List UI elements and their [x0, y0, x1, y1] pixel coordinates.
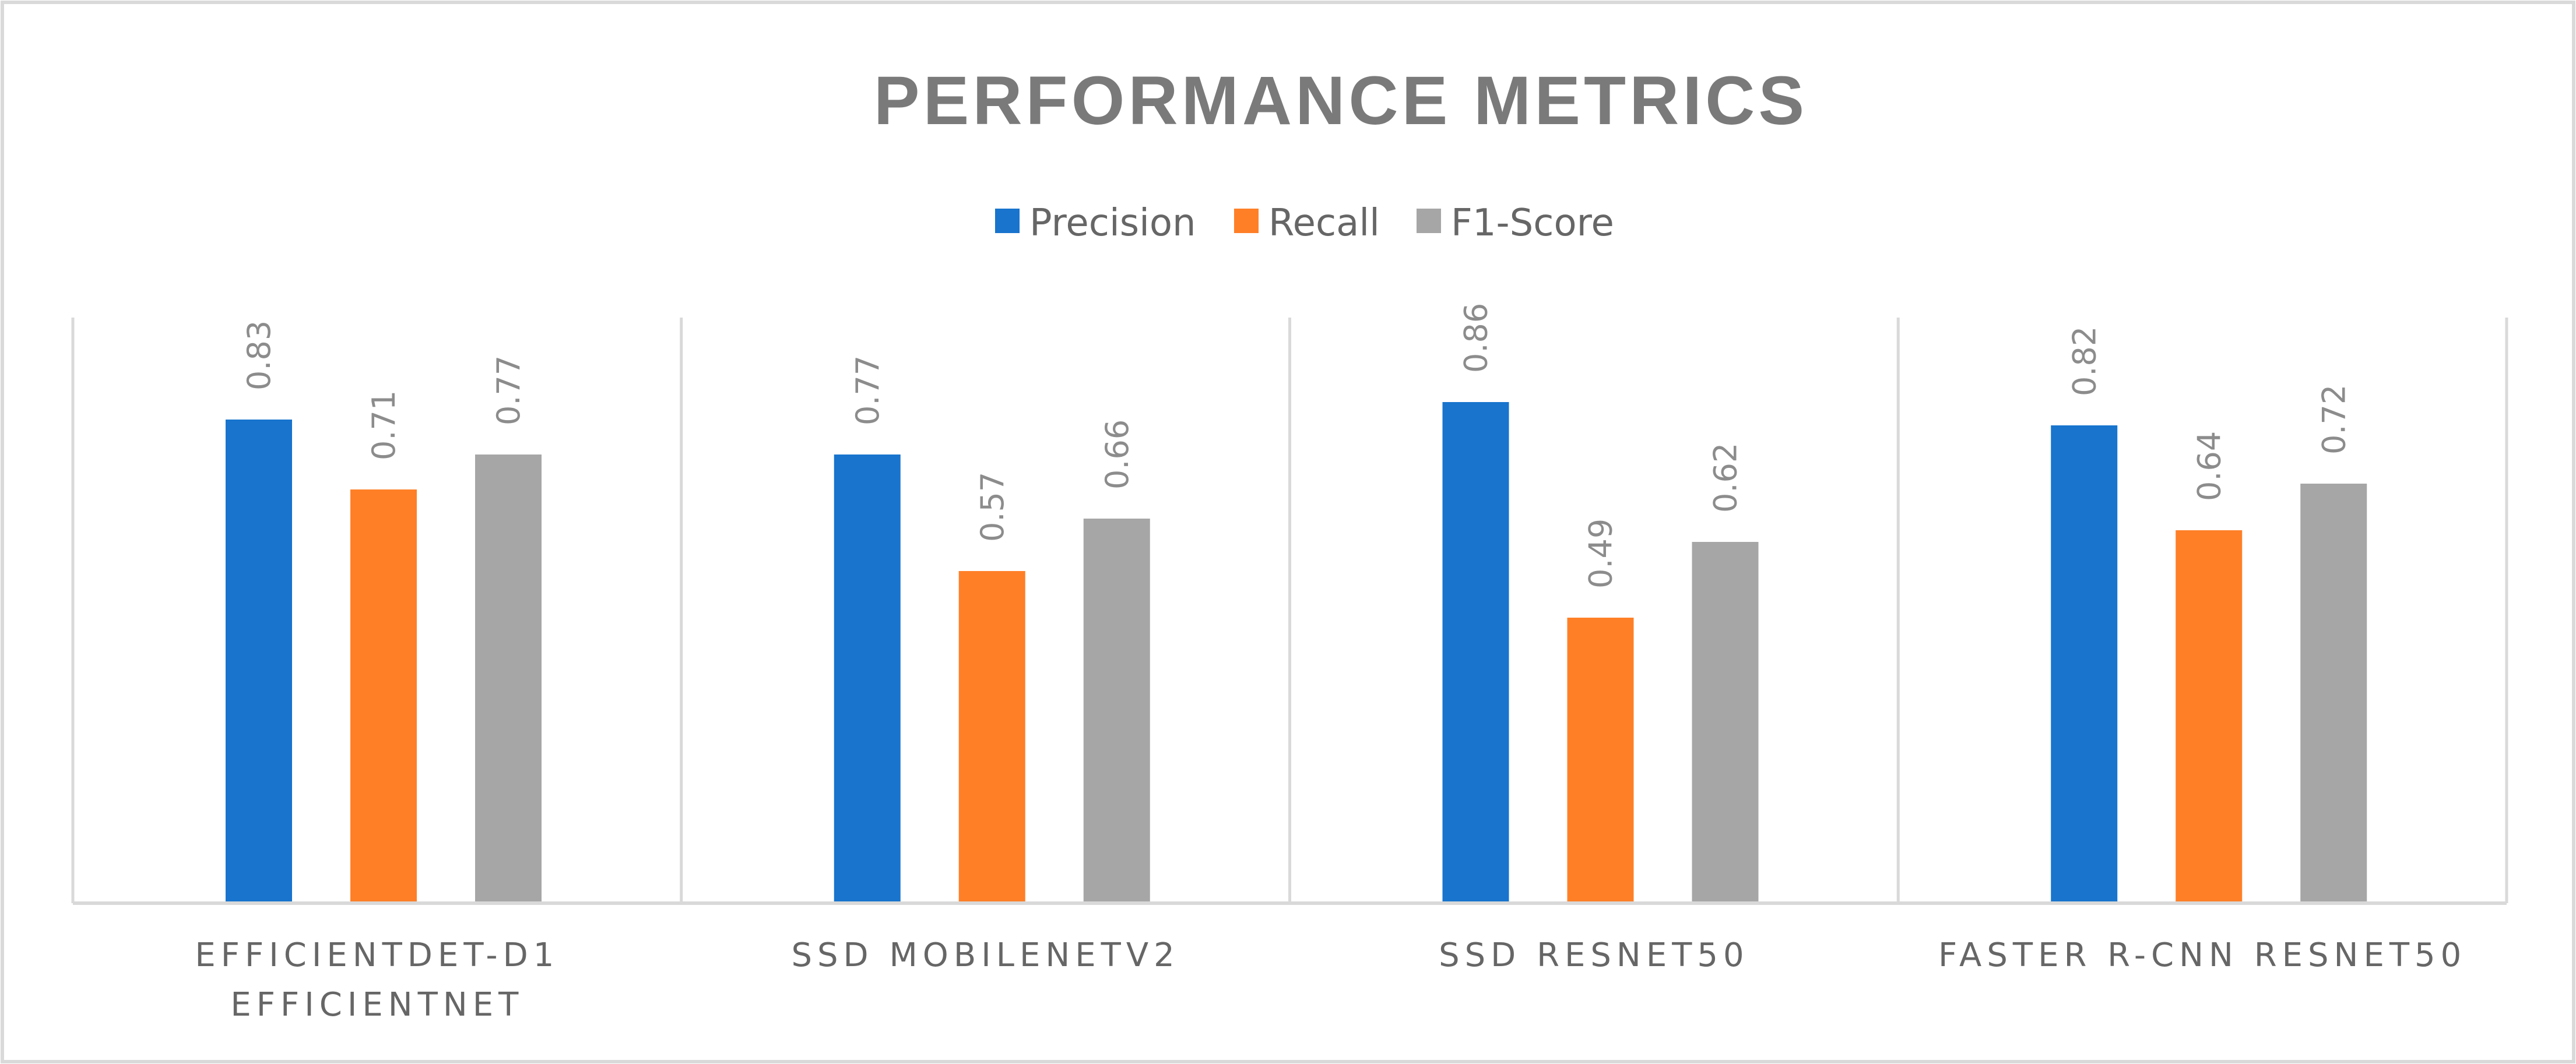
- category-label: EFFICIENTDET-D1: [195, 936, 559, 974]
- chart-title: PERFORMANCE METRICS: [874, 62, 1808, 139]
- bar-recall: [2176, 530, 2243, 903]
- bar-f1-score: [1083, 519, 1150, 903]
- bar-precision: [226, 420, 292, 903]
- bar-precision: [1442, 402, 1509, 903]
- data-label-recall: 0.64: [2191, 431, 2227, 501]
- bar-f1-score: [475, 455, 542, 903]
- data-label-f1-score: 0.72: [2315, 385, 2352, 455]
- bar-precision: [834, 455, 901, 903]
- category-label: EFFICIENTNET: [230, 986, 523, 1024]
- bar-f1-score: [2300, 484, 2367, 903]
- data-label-f1-score: 0.66: [1099, 420, 1136, 489]
- bar-f1-score: [1692, 542, 1759, 903]
- data-label-f1-score: 0.62: [1707, 443, 1744, 513]
- bars: [226, 402, 2367, 903]
- legend-swatch-f1-score: [1417, 209, 1441, 233]
- category-labels: EFFICIENTDET-D1 EFFICIENTNET SSD MOBILENET…: [195, 936, 2466, 1024]
- data-label-f1-score: 0.77: [490, 355, 527, 425]
- legend-label-precision: Precision: [1029, 202, 1196, 245]
- category-label: SSD RESNET50: [1439, 936, 1749, 974]
- data-label-precision: 0.82: [2066, 326, 2103, 396]
- data-label-precision: 0.77: [849, 355, 886, 425]
- bar-recall: [1567, 618, 1634, 903]
- data-label-precision: 0.83: [241, 320, 277, 390]
- data-labels: 0.83 0.77 0.86 0.82 0.71 0.57 0.49 0.64 0.77 0.66…: [241, 303, 2352, 589]
- data-label-precision: 0.86: [1458, 303, 1495, 373]
- bar-recall: [350, 489, 417, 903]
- data-label-recall: 0.71: [366, 390, 402, 460]
- data-label-recall: 0.57: [974, 472, 1011, 542]
- category-label: FASTER R-CNN RESNET50: [1938, 936, 2466, 974]
- legend-label-f1-score: F1-Score: [1451, 202, 1614, 245]
- group-dividers: [71, 318, 2508, 903]
- legend-swatch-recall: [1234, 209, 1259, 233]
- bar-recall: [958, 571, 1025, 903]
- legend: Precision Recall F1-Score: [995, 202, 1614, 245]
- legend-swatch-precision: [995, 209, 1020, 233]
- bar-precision: [2051, 425, 2118, 903]
- data-label-recall: 0.49: [1583, 519, 1619, 589]
- category-label: SSD MOBILENETV2: [791, 936, 1179, 974]
- legend-label-recall: Recall: [1268, 202, 1380, 245]
